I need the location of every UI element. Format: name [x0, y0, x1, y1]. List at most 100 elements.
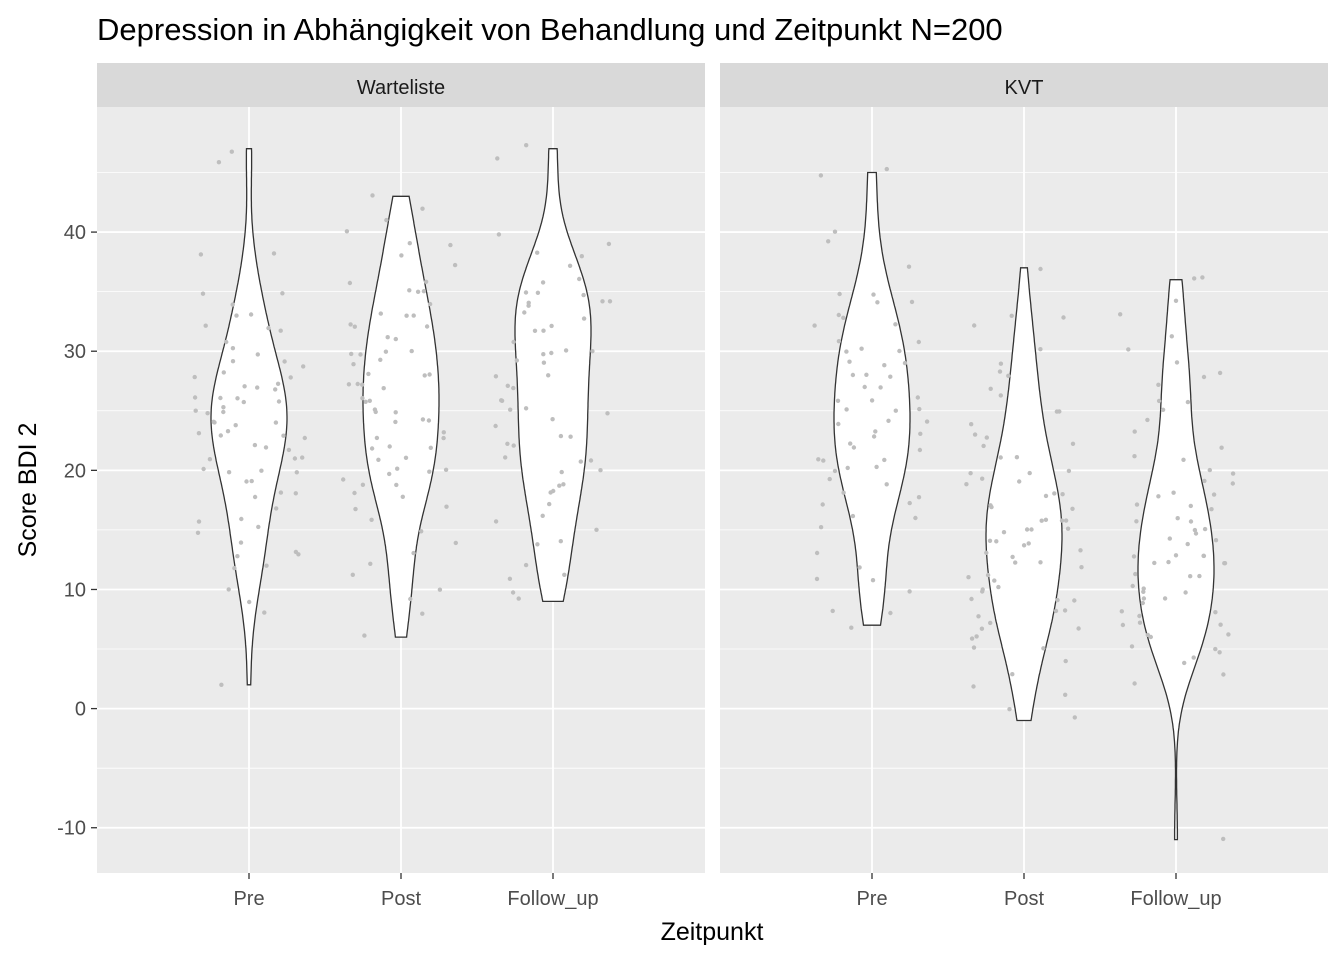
data-point	[353, 506, 358, 512]
data-point	[276, 399, 282, 404]
data-point	[242, 384, 247, 389]
data-point	[984, 550, 989, 555]
data-point	[996, 584, 1001, 590]
data-point	[981, 443, 986, 449]
x-tick-label: Pre	[233, 888, 264, 910]
data-point	[221, 405, 226, 410]
x-tick-label: Follow_up	[1130, 888, 1221, 910]
data-point	[547, 501, 552, 507]
data-point	[918, 431, 923, 436]
data-point	[1027, 470, 1032, 476]
data-point	[372, 407, 378, 412]
data-point	[972, 432, 978, 437]
data-point	[301, 364, 306, 369]
data-point	[557, 483, 562, 488]
data-point	[878, 385, 883, 390]
data-point	[1188, 519, 1194, 524]
data-point	[979, 626, 985, 631]
data-point	[987, 538, 993, 543]
data-point	[998, 393, 1003, 398]
data-point	[263, 445, 269, 450]
data-point	[844, 349, 849, 354]
data-point	[370, 193, 375, 198]
data-point	[558, 539, 563, 544]
data-point	[441, 430, 446, 435]
data-point	[1063, 692, 1068, 697]
data-point	[505, 441, 510, 446]
data-point	[535, 290, 541, 295]
data-point	[1078, 548, 1083, 553]
data-point	[1166, 559, 1171, 565]
data-point	[207, 457, 213, 462]
facet-strip-label: Warteliste	[357, 77, 445, 99]
data-point	[535, 250, 540, 255]
data-point	[387, 471, 392, 477]
data-point	[1134, 502, 1140, 507]
data-point	[441, 435, 446, 441]
data-point	[507, 576, 513, 581]
data-point	[274, 506, 279, 511]
violin-kvt-post	[985, 267, 1063, 722]
data-point	[1055, 597, 1060, 603]
x-tick-label: Follow_up	[507, 888, 598, 910]
data-point	[850, 372, 856, 378]
data-point	[562, 572, 567, 577]
data-point	[420, 206, 425, 211]
data-point	[984, 435, 989, 440]
data-point	[1120, 622, 1126, 628]
data-point	[916, 339, 921, 345]
data-point	[247, 599, 252, 605]
data-point	[1169, 334, 1175, 339]
data-point	[976, 614, 981, 619]
data-point	[196, 519, 202, 524]
data-point	[428, 445, 433, 450]
data-point	[563, 348, 569, 353]
data-point	[415, 289, 421, 294]
data-point	[1167, 536, 1173, 541]
facet-strip	[720, 63, 1328, 107]
data-point	[1007, 707, 1012, 712]
data-point	[1038, 560, 1043, 565]
data-point	[845, 465, 850, 471]
data-point	[558, 433, 564, 439]
data-point	[607, 299, 613, 304]
data-point	[198, 252, 204, 257]
data-point	[1226, 632, 1231, 637]
data-point	[997, 369, 1003, 374]
data-point	[1026, 541, 1031, 546]
data-point	[848, 441, 853, 446]
data-point	[523, 562, 529, 568]
data-point	[862, 384, 867, 390]
data-point	[358, 352, 363, 357]
data-point	[888, 610, 893, 616]
data-point	[1221, 836, 1226, 842]
data-point	[1192, 276, 1197, 281]
data-point	[1072, 598, 1077, 603]
facet-panel-warteliste: Warteliste Pre Post Follow_up	[97, 63, 705, 910]
data-point	[273, 420, 279, 425]
data-point	[847, 359, 852, 364]
data-point	[821, 458, 826, 463]
data-point	[924, 419, 930, 424]
y-tick-label: 10	[64, 579, 86, 601]
data-point	[1185, 399, 1191, 405]
data-point	[897, 348, 902, 354]
data-point	[1182, 660, 1187, 666]
data-point	[1197, 573, 1202, 579]
data-point	[989, 504, 994, 510]
data-point	[407, 288, 412, 293]
data-point	[394, 482, 399, 488]
data-point	[226, 587, 231, 592]
data-point	[256, 524, 261, 530]
x-axis-label: Zeitpunkt	[661, 918, 764, 946]
violin-kvt-follow_up	[1137, 279, 1215, 841]
y-axis: -10 0 10 20 30 40	[57, 222, 97, 840]
data-point	[523, 406, 529, 411]
data-point	[1009, 313, 1014, 318]
data-point	[1156, 382, 1161, 387]
data-point	[559, 469, 564, 475]
data-point	[549, 350, 554, 356]
data-point	[906, 264, 912, 269]
data-point	[836, 339, 842, 344]
data-point	[385, 335, 390, 340]
